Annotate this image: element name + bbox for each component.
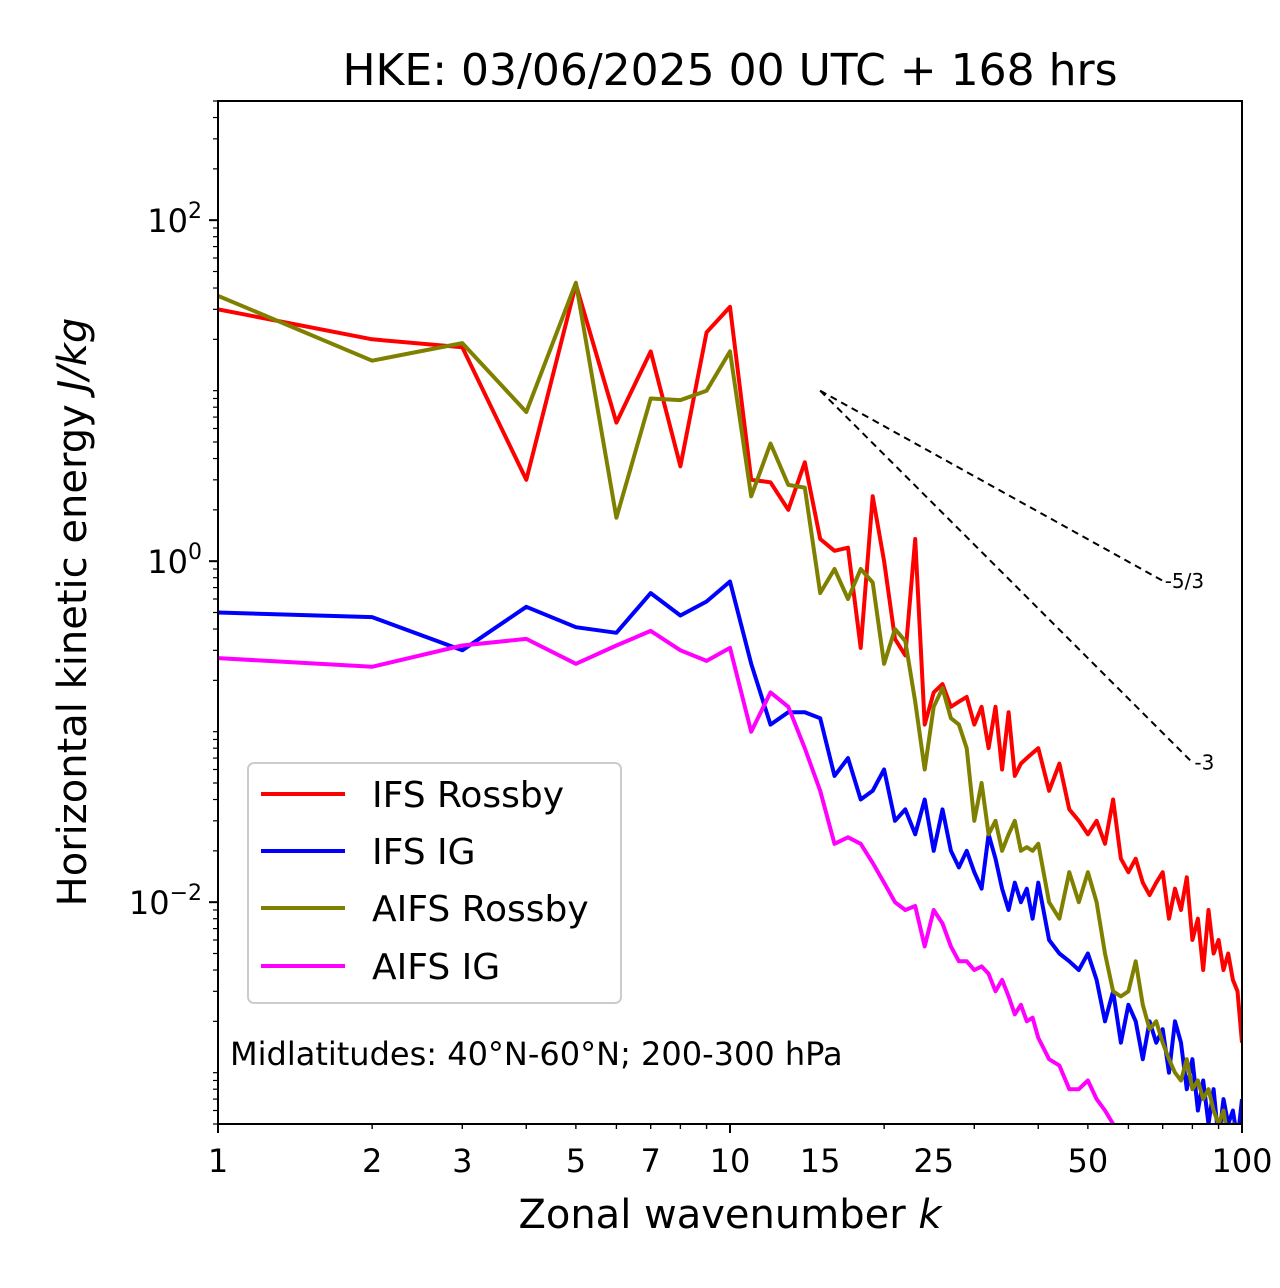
reference-line-label-three: -3 — [1194, 751, 1214, 775]
x-tick-label: 25 — [913, 1142, 954, 1180]
chart-title: HKE: 03/06/2025 00 UTC + 168 hrs — [342, 45, 1117, 96]
x-axis-label-symbol: k — [918, 1192, 943, 1238]
x-tick-label: 100 — [1211, 1142, 1272, 1180]
reference-lines: -5/3 -3 — [819, 389, 1214, 775]
legend-label-aifs-rossby: AIFS Rossby — [372, 889, 589, 930]
x-tick-label: 7 — [641, 1142, 661, 1180]
x-axis-label-text: Zonal wavenumber — [518, 1192, 918, 1238]
x-tick-label: 3 — [452, 1142, 472, 1180]
legend: IFS Rossby IFS IG AIFS Rossby AIFS IG — [247, 762, 622, 1004]
x-tick-label: 15 — [800, 1142, 841, 1180]
series-line-aifs-rossby — [218, 280, 1242, 1124]
y-axis-label-unit: J/kg — [50, 318, 96, 399]
x-tick-label: 10 — [710, 1142, 751, 1180]
reference-line-label-five-thirds: -5/3 — [1165, 569, 1204, 593]
series-layer — [218, 280, 1242, 1124]
y-axis-label: Horizontal kinetic energy J/kg — [50, 318, 96, 907]
legend-label-ifs-rossby: IFS Rossby — [372, 775, 564, 816]
legend-label-ifs-ig: IFS IG — [372, 832, 476, 873]
x-tick-label: 5 — [566, 1142, 586, 1180]
series-line-aifs-ig — [218, 628, 1116, 1124]
y-axis-ticks: 10−2 100 102 — [129, 100, 218, 1125]
y-tick-label: 102 — [147, 199, 202, 240]
x-axis-label: Zonal wavenumber k — [518, 1192, 943, 1238]
series-line-ifs-rossby — [218, 282, 1242, 1043]
x-tick-label: 50 — [1068, 1142, 1109, 1180]
x-tick-label: 2 — [362, 1142, 382, 1180]
y-tick-label: 100 — [147, 540, 202, 581]
legend-box — [247, 762, 622, 1004]
y-axis-label-text: Horizontal kinetic energy — [50, 392, 96, 907]
reference-line-three — [819, 389, 1194, 764]
legend-label-aifs-ig: AIFS IG — [372, 947, 500, 988]
reference-line-five-thirds — [819, 389, 1164, 582]
region-annotation: Midlatitudes: 40°N-60°N; 200-300 hPa — [230, 1035, 843, 1073]
x-tick-label: 1 — [208, 1142, 228, 1180]
y-tick-label: 10−2 — [129, 881, 202, 922]
x-axis-ticks: 1 2 3 5 7 10 15 25 50 100 — [208, 1124, 1273, 1180]
